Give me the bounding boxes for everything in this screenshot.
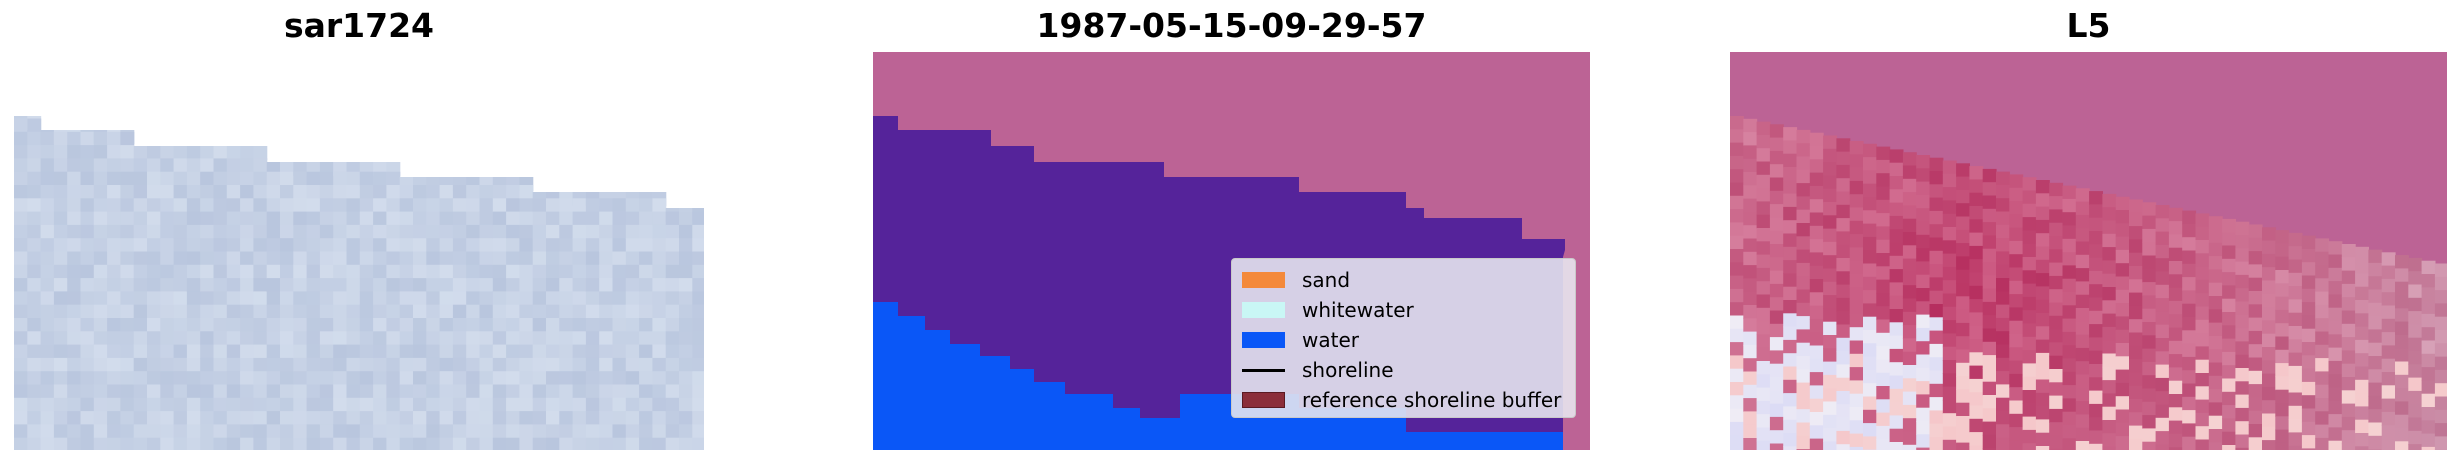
reference-buffer-swatch <box>1242 392 1285 408</box>
legend-item-shoreline: shoreline <box>1242 355 1565 385</box>
rgb-image <box>14 116 704 450</box>
legend-item-sand: sand <box>1242 265 1565 295</box>
panel-title-rgb: sar1724 <box>283 6 435 45</box>
water-swatch <box>1242 332 1285 348</box>
legend-item-reference-buffer: reference shoreline buffer <box>1242 385 1565 415</box>
panel-title-classification: 1987-05-15-09-29-57 <box>1036 6 1427 45</box>
legend: sand whitewater water shoreline referenc… <box>1231 258 1576 418</box>
whitewater-swatch <box>1242 302 1285 318</box>
legend-label: whitewater <box>1302 298 1414 322</box>
index-image <box>1730 52 2447 450</box>
legend-item-whitewater: whitewater <box>1242 295 1565 325</box>
sand-swatch <box>1242 272 1285 288</box>
legend-label: sand <box>1302 268 1351 292</box>
legend-item-water: water <box>1242 325 1565 355</box>
legend-label: reference shoreline buffer <box>1302 388 1562 412</box>
shoreline-line-sample <box>1242 368 1285 372</box>
legend-label: shoreline <box>1302 358 1394 382</box>
legend-label: water <box>1302 328 1359 352</box>
panel-title-index: L5 <box>2066 6 2111 45</box>
